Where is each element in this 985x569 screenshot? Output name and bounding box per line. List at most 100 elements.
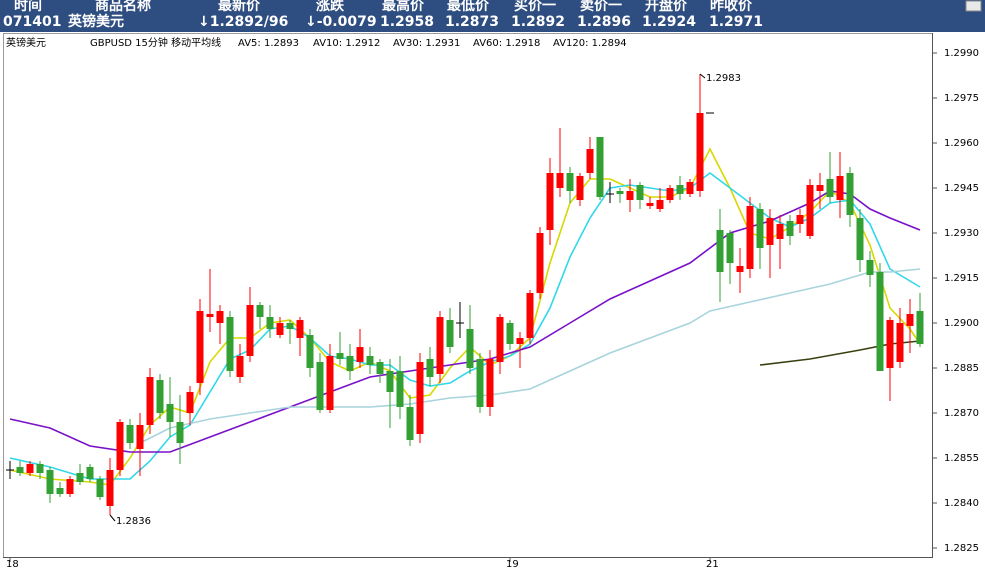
y-tick-label: 1.2900 [944,318,979,329]
chart-subtitle: GBPUSD 15分钟 移动平均线 [90,36,221,49]
candle-body [476,359,484,407]
y-tick-label: 1.2855 [944,453,979,464]
legend-entry: AV30: 1.2931 [393,38,460,49]
candle-body [226,317,234,371]
chart-title: 英镑美元 [6,36,46,49]
column-header: 涨跌 [316,0,345,14]
column-header: 最高价 [382,0,425,14]
candle-body [816,185,824,191]
candle-body [486,359,494,407]
candle-body [216,311,224,323]
candle-body [756,209,764,248]
quote-cell: ↓-0.0079 [305,14,377,30]
y-tick-label: 1.2915 [944,273,979,284]
candle-body [206,314,214,317]
candle-body [526,293,534,338]
candle-body [246,305,254,356]
column-header: 时间 [14,0,42,14]
candle-body [86,467,94,479]
y-tick-label: 1.2840 [944,498,979,509]
candle-body [406,407,414,440]
candle-body [316,362,324,410]
candle-body [366,356,374,365]
candle-body [166,404,174,422]
legend-entry: AV10: 1.2912 [313,38,380,49]
candle-body [396,371,404,407]
candle-body [576,176,584,200]
y-tick-label: 1.2990 [944,48,979,59]
candle-body [136,425,144,449]
candle-body [566,173,574,191]
candle-body [786,221,794,236]
annotation: 1.2836 [116,516,151,527]
candle-body [146,377,154,425]
candle-body [336,353,344,359]
candle-body [666,188,674,200]
candle-body [696,113,704,191]
candle-body [326,356,334,410]
column-header: 商品名称 [95,0,151,14]
candle-body [506,323,514,344]
candle-body [656,200,664,209]
candle-body [676,185,684,194]
annotation-pointer [109,514,116,522]
candle-body [196,311,204,383]
quote-cell: 英镑美元 [67,13,124,30]
candle-body [96,479,104,497]
candle-body [856,218,864,260]
candle-body [56,488,64,494]
candle-body [556,173,564,188]
legend-entry: AV60: 1.2918 [473,38,540,49]
plot-frame [3,33,933,558]
quote-cell: 1.2971 [709,14,763,30]
moving-average [139,268,921,444]
candle-body [266,317,274,329]
candle-body [646,203,654,206]
candle-body [896,323,904,362]
y-tick-label: 1.2975 [944,93,979,104]
candle-body [296,320,304,338]
candle-body [416,362,424,434]
candle-body [726,233,734,263]
candle-body [536,233,544,293]
candle-body [36,464,44,473]
candle-body [386,371,394,392]
candle-body [446,320,454,347]
quote-bar [0,0,985,32]
y-tick-label: 1.2870 [944,408,979,419]
candle-body [916,311,924,344]
candle-body [436,317,444,374]
candle-body [736,266,744,272]
candle-body [886,320,894,368]
column-header: 昨收价 [710,0,753,14]
candle-body [356,347,364,362]
candle-body [16,467,24,473]
candle-body [376,362,384,374]
candle-body [846,173,854,215]
candle-body [546,173,554,230]
candle-body [256,305,264,317]
candle-body [826,179,834,197]
candle-body [26,464,34,473]
x-tick-label: 18 [6,559,19,569]
column-header: 开盘价 [645,0,688,14]
candle-body [116,422,124,470]
candle-body [766,218,774,245]
quote-cell: 1.2873 [445,14,499,30]
candle-body [616,191,624,194]
y-tick-label: 1.2885 [944,363,979,374]
candle-body [176,422,184,443]
candle-body [286,323,294,329]
candle-body [806,185,814,236]
window-button[interactable] [965,0,982,12]
candle-body [776,224,784,239]
y-tick-label: 1.2945 [944,183,979,194]
quote-cell: 071401 [3,14,61,30]
candle-body [76,473,84,482]
column-header: 最低价 [447,0,490,14]
candle-body [186,392,194,413]
candle-body [276,323,284,335]
column-header: 最新价 [218,0,261,14]
candle-body [236,356,244,377]
